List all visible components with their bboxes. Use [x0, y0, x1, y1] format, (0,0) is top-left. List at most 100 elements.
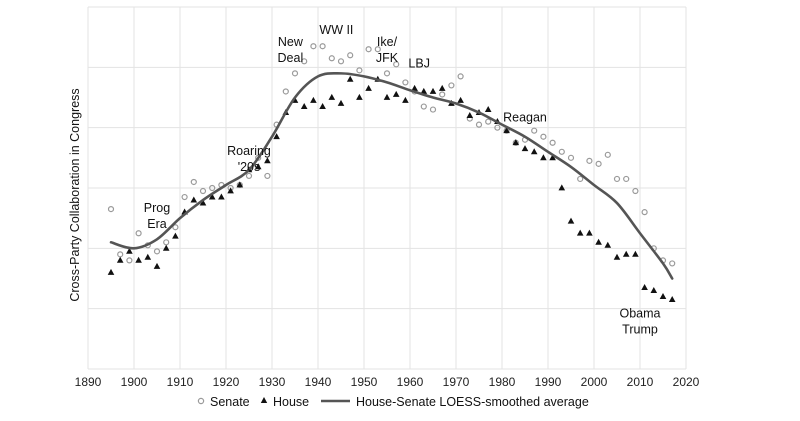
house-point	[438, 84, 446, 91]
senate-point	[393, 61, 400, 68]
house-point	[668, 296, 676, 303]
senate-point	[301, 58, 308, 65]
house-point	[595, 238, 602, 245]
annotation-label: LBJ	[408, 56, 430, 70]
legend-senate-label: Senate	[210, 395, 250, 409]
house-point	[659, 293, 667, 299]
senate-point	[190, 178, 197, 186]
house-point	[530, 148, 538, 155]
house-point	[218, 193, 225, 200]
house-point	[172, 232, 179, 239]
house-point	[558, 184, 566, 191]
senate-point	[595, 160, 602, 167]
senate-point	[669, 260, 676, 267]
house-point	[346, 75, 354, 82]
senate-point	[310, 43, 317, 50]
house-series	[107, 75, 676, 303]
senate-point	[153, 248, 161, 255]
x-tick-label: 2000	[581, 375, 608, 389]
x-tick-label: 1940	[305, 375, 332, 389]
senate-point	[540, 133, 547, 140]
senate-point	[282, 88, 289, 95]
house-point	[567, 217, 575, 224]
x-tick-label: 1900	[121, 375, 148, 389]
house-point	[208, 193, 216, 200]
house-point	[337, 99, 345, 106]
senate-series	[107, 43, 676, 267]
senate-point	[613, 175, 621, 183]
house-point	[319, 102, 326, 109]
senate-point	[126, 257, 133, 264]
house-point	[392, 90, 400, 97]
senate-point	[337, 58, 345, 65]
senate-point	[604, 151, 611, 158]
senate-point	[531, 127, 538, 134]
house-point	[641, 283, 648, 290]
house-point	[420, 87, 428, 94]
x-tick-label: 1970	[443, 375, 470, 389]
x-tick-label: 1990	[535, 375, 562, 389]
house-point	[466, 112, 474, 118]
house-point	[310, 96, 317, 103]
senate-point	[558, 148, 565, 155]
annotation-label: New Deal	[278, 35, 304, 65]
senate-point	[374, 46, 381, 53]
legend: Senate House House-Senate LOESS-smoothed…	[197, 395, 589, 409]
senate-point	[549, 139, 556, 146]
house-point	[503, 127, 510, 134]
x-tick-label: 1910	[167, 375, 194, 389]
x-tick-label: 1950	[351, 375, 378, 389]
house-point	[126, 247, 133, 254]
house-point	[549, 154, 556, 161]
annotation-label: WW II	[319, 23, 353, 37]
house-point	[107, 268, 115, 275]
house-point	[273, 133, 280, 140]
house-point	[199, 199, 207, 206]
senate-point	[199, 187, 207, 195]
x-tick-label: 2010	[627, 375, 654, 389]
senate-point	[291, 70, 299, 77]
senate-point	[319, 43, 326, 50]
senate-point	[485, 118, 492, 125]
annotation-label: Roaring '20s	[227, 144, 271, 174]
senate-point	[623, 175, 630, 183]
house-point	[264, 157, 271, 164]
senate-point	[475, 121, 483, 128]
senate-point	[117, 251, 124, 258]
house-point	[116, 256, 124, 263]
house-point	[227, 187, 234, 194]
house-point	[540, 154, 547, 161]
house-point	[484, 105, 492, 112]
legend-house-label: House	[273, 395, 309, 409]
x-tick-label: 2020	[673, 375, 700, 389]
legend-senate-marker	[197, 397, 205, 405]
house-point	[328, 93, 336, 100]
senate-point	[632, 187, 639, 195]
x-tick-label: 1960	[397, 375, 424, 389]
senate-point	[420, 103, 427, 110]
senate-point	[107, 206, 115, 213]
senate-point	[245, 172, 253, 180]
senate-point	[209, 184, 216, 192]
house-point	[429, 87, 437, 94]
senate-point	[172, 224, 179, 231]
house-point	[613, 253, 621, 260]
house-point	[604, 241, 612, 248]
house-point	[521, 145, 529, 152]
annotation-label: Reagan	[503, 111, 547, 125]
house-point	[190, 196, 198, 203]
house-point	[576, 229, 584, 236]
house-point	[383, 93, 391, 100]
house-point	[254, 163, 262, 170]
house-point	[300, 102, 308, 109]
house-point	[135, 256, 142, 263]
senate-point	[439, 91, 446, 98]
house-point	[365, 84, 372, 91]
senate-point	[402, 79, 409, 86]
house-point	[622, 250, 630, 257]
senate-point	[577, 175, 584, 183]
senate-point	[457, 73, 464, 80]
house-point	[162, 244, 170, 251]
house-point	[411, 84, 418, 91]
